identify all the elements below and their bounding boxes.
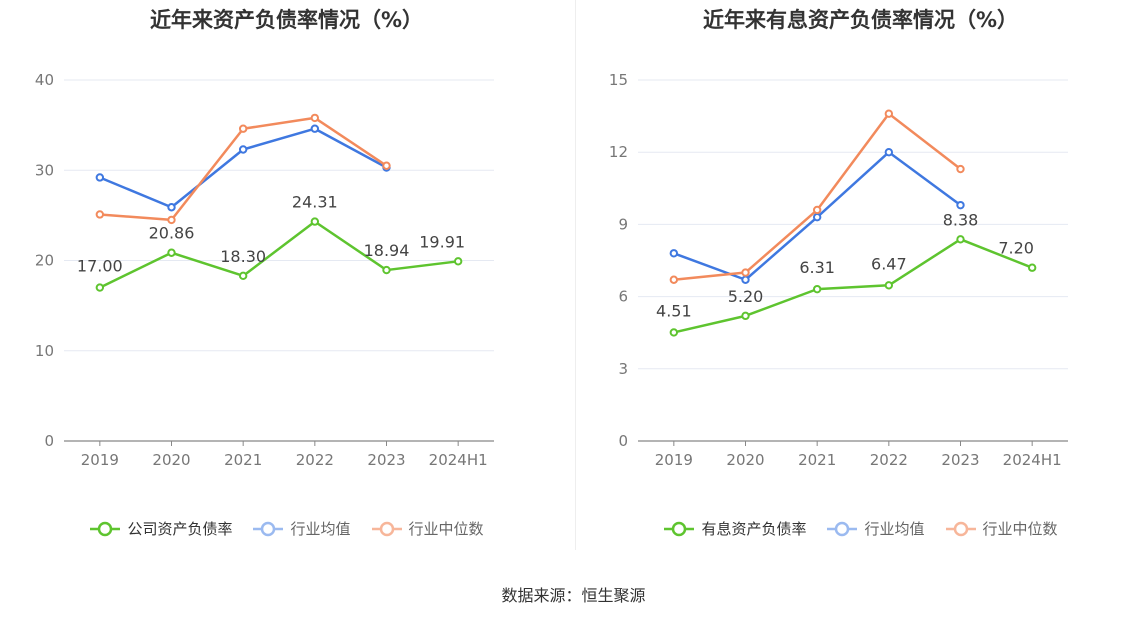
data-label: 4.51: [656, 301, 692, 320]
legend-line-icon: [664, 521, 695, 536]
y-tick-label: 20: [35, 252, 54, 270]
series-line: [99, 220, 459, 289]
data-point: [956, 235, 965, 244]
chart-plot: 0 3 6 9 12 15 2019 2020 2021 2022 2023 2024H1 4.51 5.…: [609, 71, 1068, 469]
legend-line-icon: [371, 521, 402, 536]
data-point: [669, 249, 679, 258]
data-point: [167, 215, 176, 225]
legend-item-company[interactable]: 有息资产负债率: [663, 518, 806, 539]
chart-panel-interest-bearing-debt-ratio: 近年来有息资产负债率情况（%） 0 3 6 9 12 15 2019 2020 2021 2022…: [574, 0, 1147, 560]
data-point: [95, 173, 105, 182]
chart-title: 近年来有息资产负债率情况（%）: [702, 8, 1019, 32]
data-point: [884, 148, 894, 157]
y-tick-label: 6: [618, 288, 628, 306]
data-point: [95, 210, 105, 219]
chart-legend: 公司资产负债率 行业均值 行业中位数: [0, 518, 573, 539]
legend-item-company[interactable]: 公司资产负债率: [89, 518, 232, 539]
x-tick-label: 2024H1: [429, 451, 488, 469]
data-point: [956, 200, 965, 210]
data-label: 8.38: [943, 210, 979, 229]
data-label: 20.86: [149, 224, 195, 243]
legend-label: 行业中位数: [408, 520, 484, 538]
data-point: [741, 275, 750, 284]
x-tick-label: 2021: [798, 451, 836, 469]
data-point: [884, 109, 894, 118]
legend-label: 行业均值: [290, 520, 351, 538]
legend-item-industry-average[interactable]: 行业均值: [826, 518, 925, 539]
data-source-note: 数据来源：恒生聚源: [501, 586, 646, 605]
data-point: [238, 271, 248, 281]
x-tick-label: 2023: [367, 451, 405, 469]
data-label: 18.94: [364, 241, 410, 260]
series-line: [99, 116, 388, 222]
data-label: 19.91: [419, 232, 465, 251]
data-point: [884, 281, 894, 290]
data-label: 6.31: [799, 258, 835, 277]
y-tick-label: 10: [35, 342, 54, 360]
panel-divider: [575, 0, 576, 550]
y-tick-label: 9: [618, 215, 628, 233]
legend-label: 行业中位数: [982, 520, 1058, 538]
y-tick-label: 15: [609, 71, 628, 89]
data-point: [310, 113, 320, 123]
chart-plot: 0 10 20 30 40 2019 2020 2021 2022 2023 2024H1 17.00…: [35, 71, 494, 469]
data-point: [310, 124, 320, 133]
legend-line-icon: [827, 521, 858, 536]
data-point: [812, 212, 822, 222]
x-tick-label: 2022: [296, 451, 334, 469]
legend-item-industry-average[interactable]: 行业均值: [252, 518, 351, 539]
data-point: [669, 275, 679, 284]
data-point: [238, 124, 248, 133]
x-tick-label: 2019: [655, 451, 693, 469]
chart-legend: 有息资产负债率 行业均值 行业中位数: [574, 518, 1147, 539]
x-tick-label: 2020: [152, 451, 190, 469]
legend-item-industry-median[interactable]: 行业中位数: [371, 518, 484, 539]
data-label: 17.00: [77, 257, 123, 276]
data-label: 24.31: [292, 193, 338, 212]
data-point: [741, 268, 750, 277]
x-tick-label: 2019: [81, 451, 119, 469]
series-line: [99, 127, 388, 209]
legend-line-icon: [945, 521, 976, 536]
legend-line-icon: [253, 521, 284, 536]
chart-title: 近年来资产负债率情况（%）: [149, 8, 424, 32]
y-tick-label: 0: [44, 432, 54, 450]
data-label: 6.47: [871, 254, 907, 273]
data-point: [741, 311, 750, 321]
data-label: 18.30: [220, 247, 266, 266]
data-point: [167, 203, 176, 212]
data-point: [812, 284, 822, 294]
y-tick-label: 40: [35, 71, 54, 89]
data-point: [382, 265, 391, 275]
series-line: [673, 238, 1033, 334]
data-point: [238, 145, 248, 154]
data-label: 5.20: [728, 287, 764, 306]
data-point: [310, 217, 320, 226]
x-tick-label: 2021: [224, 451, 262, 469]
data-point: [167, 248, 176, 257]
legend-item-industry-median[interactable]: 行业中位数: [945, 518, 1058, 539]
legend-line-icon: [90, 521, 121, 536]
y-tick-label: 30: [35, 161, 54, 179]
data-point: [669, 328, 679, 337]
legend-label: 公司资产负债率: [127, 520, 233, 538]
legend-label: 行业均值: [864, 520, 925, 538]
chart-panel-debt-ratio: 近年来资产负债率情况（%） 0 10 20 30 40 2019 2020 2021 2022 2…: [0, 0, 573, 560]
y-tick-label: 0: [618, 432, 628, 450]
x-tick-label: 2022: [870, 451, 908, 469]
data-point: [95, 283, 105, 292]
y-tick-label: 3: [618, 360, 628, 378]
data-point: [956, 164, 965, 174]
y-tick-label: 12: [609, 143, 628, 161]
x-tick-label: 2020: [726, 451, 764, 469]
x-tick-label: 2024H1: [1003, 451, 1062, 469]
data-point: [382, 161, 391, 170]
data-point: [453, 257, 463, 266]
series-line: [673, 112, 962, 281]
data-label: 7.20: [998, 239, 1034, 258]
data-point: [812, 205, 822, 215]
legend-label: 有息资产负债率: [701, 520, 807, 538]
x-tick-label: 2023: [941, 451, 979, 469]
data-point: [1027, 263, 1037, 272]
